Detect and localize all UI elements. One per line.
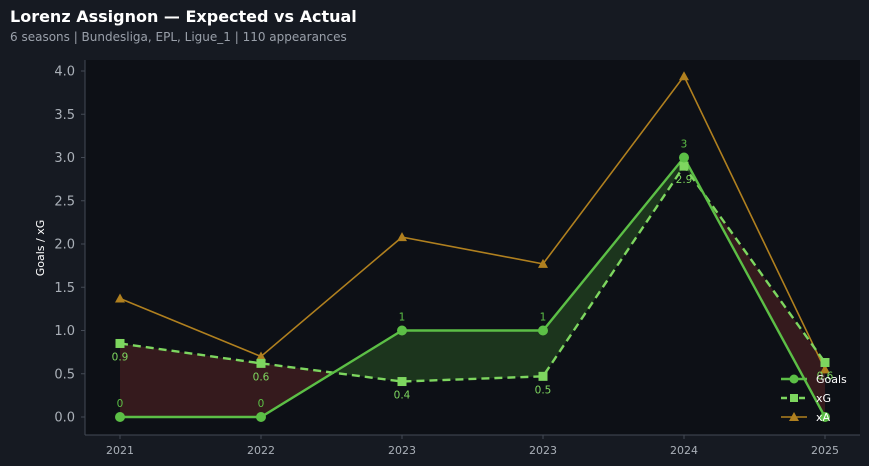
goals-point (115, 412, 125, 422)
xa-point (679, 71, 689, 81)
xa-point (115, 293, 125, 303)
xg-point (256, 358, 266, 368)
overperformance-fill (333, 330, 402, 382)
xg-point (397, 377, 407, 387)
xg-point (679, 161, 689, 171)
overperformance-fill (543, 157, 684, 377)
legend-xa-marker (789, 412, 799, 421)
legend-label: xA (816, 411, 831, 424)
xg-data-label: 0.4 (394, 390, 411, 402)
series-line-xa (119, 74, 826, 370)
y-tick-label: 3.0 (54, 151, 75, 166)
chart-title: Lorenz Assignon — Expected vs Actual (10, 7, 357, 26)
y-tick-label: 1.5 (54, 281, 75, 296)
goals-point (397, 325, 407, 336)
goals-data-label: 1 (540, 312, 547, 324)
chart-subtitle: 6 seasons | Bundesliga, EPL, Ligue_1 | 1… (10, 30, 347, 44)
xg-data-label: 0.5 (535, 384, 552, 396)
y-axis-label: Goals / xG (34, 220, 47, 277)
underperformance-fill (261, 363, 334, 417)
legend: Goals xG xA (781, 373, 847, 424)
goals-data-label: 1 (399, 312, 406, 324)
series-lines (119, 74, 827, 419)
xa-point (538, 258, 548, 268)
xg-data-label: 0.9 (112, 351, 129, 363)
xa-point (397, 232, 407, 242)
underperformance-fill (120, 343, 261, 417)
x-tick-label: 2023 (388, 444, 416, 457)
legend-xg-marker (790, 394, 798, 402)
goals-point (679, 152, 689, 163)
xg-point (538, 371, 548, 381)
goals-point (256, 412, 266, 422)
legend-goals-marker (789, 374, 799, 384)
series-markers (115, 71, 830, 422)
xa-point (820, 364, 830, 374)
y-tick-label: 3.5 (54, 108, 75, 123)
legend-label: xG (816, 392, 831, 405)
xg-point (820, 358, 830, 368)
overperformance-fill (402, 330, 543, 382)
x-tick-label: 2023 (529, 444, 557, 457)
goals-data-label: 3 (681, 139, 688, 151)
x-tick-label: 2022 (247, 444, 275, 457)
x-tick-label: 2024 (670, 444, 698, 457)
goals-point (820, 412, 830, 422)
xg-data-label: 0.6 (817, 371, 834, 383)
goals-data-label: 0 (258, 398, 265, 410)
goals-data-label: 0 (117, 398, 124, 410)
x-tick-label: 2021 (106, 444, 134, 457)
xg-data-label: 2.9 (676, 174, 693, 186)
x-tick-label: 2025 (811, 444, 839, 457)
y-tick-label: 2.0 (54, 238, 75, 253)
axes: 0.0 0.5 1.0 1.5 2.0 2.5 3.0 3.5 4.0 2021 2022 2023 2… (54, 60, 860, 457)
data-labels: 0 0 1 1 3 0.9 0.6 0.4 0.5 2.9 0.6 (112, 139, 834, 411)
y-tick-label: 2.5 (54, 194, 75, 209)
goals-point (538, 325, 548, 336)
xg-data-label: 0.6 (253, 371, 270, 383)
y-tick-label: 4.0 (54, 65, 75, 80)
series-line-goals (120, 155, 827, 419)
xa-point (256, 351, 266, 361)
y-tick-label: 1.0 (54, 324, 75, 339)
y-tick-label: 0.0 (54, 411, 75, 426)
xg-point (115, 338, 125, 348)
y-tick-label: 0.5 (54, 367, 75, 382)
legend-label: Goals (816, 373, 847, 386)
